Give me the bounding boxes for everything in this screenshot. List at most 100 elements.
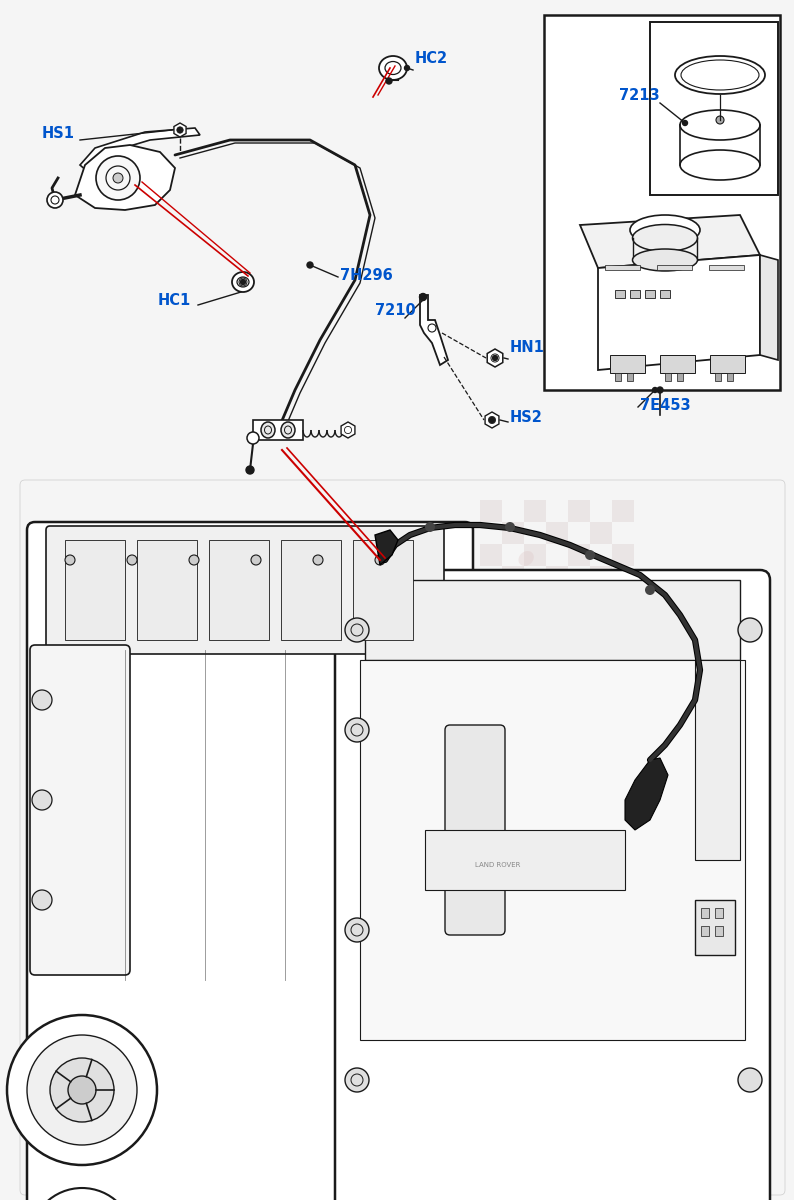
Bar	[627, 373, 633, 382]
Bar	[657, 265, 692, 270]
Bar	[665, 373, 671, 382]
Circle shape	[307, 262, 313, 268]
Bar	[281, 540, 341, 640]
Bar	[524, 588, 546, 610]
Text: 7H296: 7H296	[340, 268, 393, 283]
Circle shape	[251, 554, 261, 565]
Bar	[568, 588, 590, 610]
Text: HN1: HN1	[510, 340, 545, 355]
Bar	[568, 500, 590, 522]
Polygon shape	[420, 295, 448, 365]
Circle shape	[653, 388, 657, 392]
Circle shape	[404, 66, 410, 71]
Bar	[715, 926, 723, 936]
Ellipse shape	[680, 150, 760, 180]
Text: car  parts: car parts	[295, 619, 499, 661]
Circle shape	[419, 294, 426, 300]
Circle shape	[27, 1034, 137, 1145]
Text: HC2: HC2	[415, 50, 448, 66]
Circle shape	[96, 156, 140, 200]
Polygon shape	[580, 215, 760, 268]
Circle shape	[716, 116, 724, 124]
Polygon shape	[485, 412, 499, 428]
Polygon shape	[488, 349, 503, 367]
Circle shape	[420, 294, 426, 300]
Circle shape	[492, 355, 498, 360]
Bar	[546, 566, 568, 588]
Circle shape	[47, 192, 63, 208]
Circle shape	[425, 522, 435, 532]
Text: HC1: HC1	[158, 293, 191, 308]
Circle shape	[345, 618, 369, 642]
Bar	[480, 500, 502, 522]
Circle shape	[246, 466, 254, 474]
Circle shape	[241, 280, 245, 284]
Bar	[677, 373, 683, 382]
Circle shape	[585, 550, 595, 560]
Circle shape	[32, 690, 52, 710]
Circle shape	[738, 1068, 762, 1092]
Polygon shape	[341, 422, 355, 438]
Bar	[701, 908, 709, 918]
Bar	[695, 660, 740, 860]
Polygon shape	[625, 758, 668, 830]
Text: scuderia: scuderia	[204, 551, 590, 629]
Ellipse shape	[675, 56, 765, 94]
FancyBboxPatch shape	[335, 570, 770, 1200]
Bar	[524, 544, 546, 566]
Circle shape	[345, 1068, 369, 1092]
Polygon shape	[80, 128, 200, 172]
Ellipse shape	[379, 56, 407, 80]
Bar	[715, 373, 721, 382]
Bar	[253, 420, 303, 440]
Circle shape	[645, 584, 655, 595]
Circle shape	[127, 554, 137, 565]
Bar	[480, 588, 502, 610]
Circle shape	[65, 554, 75, 565]
Bar	[524, 500, 546, 522]
Ellipse shape	[281, 422, 295, 438]
Bar	[425, 830, 625, 890]
Polygon shape	[174, 122, 186, 137]
FancyBboxPatch shape	[27, 522, 473, 1200]
Ellipse shape	[232, 272, 254, 292]
Bar	[137, 540, 197, 640]
Bar	[209, 540, 269, 640]
Bar	[360, 660, 745, 1040]
Circle shape	[657, 386, 663, 392]
Circle shape	[68, 1076, 96, 1104]
Circle shape	[489, 418, 495, 422]
Text: 7E453: 7E453	[640, 398, 691, 413]
Circle shape	[178, 127, 183, 132]
Bar	[605, 265, 640, 270]
Circle shape	[375, 554, 385, 565]
Bar	[65, 540, 125, 640]
Circle shape	[683, 120, 688, 126]
Bar	[645, 290, 655, 298]
Bar	[546, 522, 568, 544]
Circle shape	[189, 554, 199, 565]
Bar	[544, 14, 780, 390]
FancyBboxPatch shape	[445, 725, 505, 935]
Bar	[715, 908, 723, 918]
Bar	[710, 355, 745, 373]
Bar	[365, 580, 740, 660]
Bar	[695, 900, 735, 955]
Bar	[650, 22, 778, 194]
Bar	[615, 373, 621, 382]
Circle shape	[386, 78, 392, 84]
Circle shape	[313, 554, 323, 565]
Ellipse shape	[261, 422, 275, 438]
Ellipse shape	[633, 224, 697, 252]
Bar	[502, 566, 524, 588]
Text: HS2: HS2	[510, 410, 543, 425]
Polygon shape	[375, 530, 398, 565]
Bar	[480, 544, 502, 566]
Polygon shape	[75, 145, 175, 210]
Circle shape	[113, 173, 123, 182]
Bar	[502, 522, 524, 544]
Circle shape	[247, 432, 259, 444]
Circle shape	[32, 790, 52, 810]
Bar	[612, 588, 634, 610]
Polygon shape	[760, 254, 778, 360]
